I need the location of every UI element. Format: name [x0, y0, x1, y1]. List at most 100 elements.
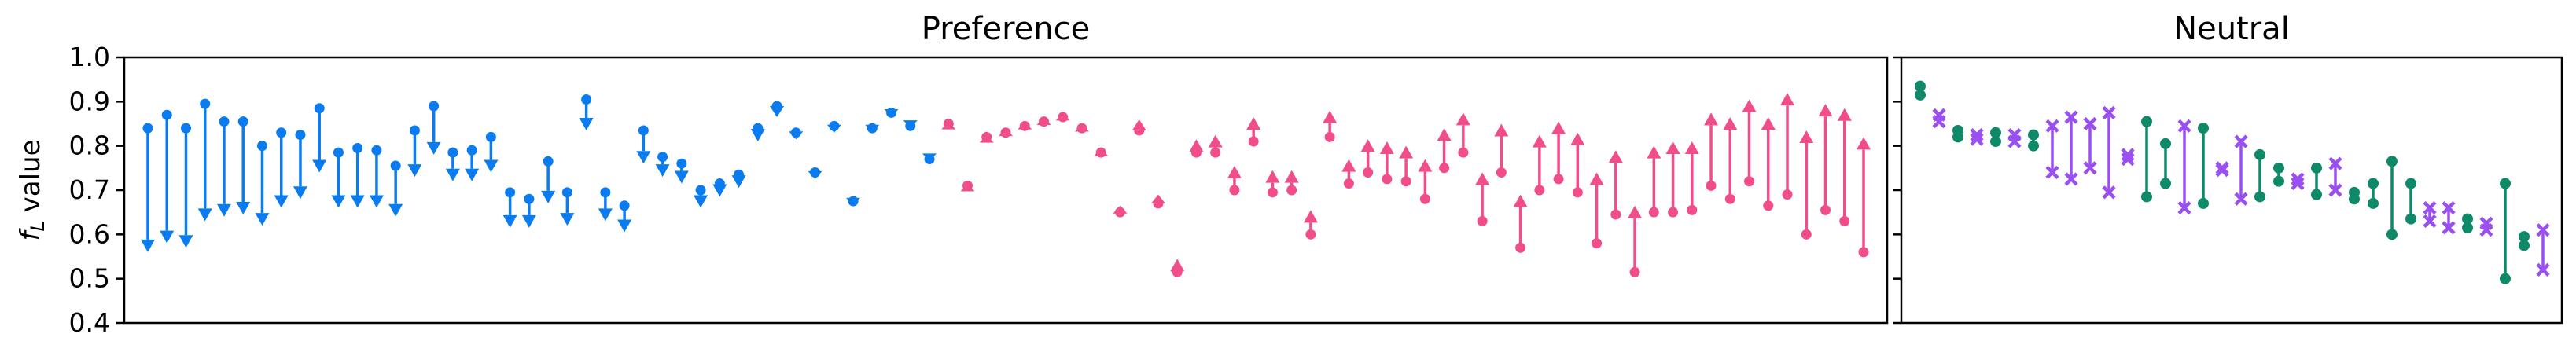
segment-arrowhead — [979, 134, 994, 143]
preference-segment — [160, 109, 175, 244]
segment-end-dot — [1915, 80, 1926, 92]
segment-end-dot — [2462, 222, 2473, 233]
segment-end-dot — [2198, 123, 2209, 134]
segment-end-x — [2423, 200, 2437, 215]
preference-segment — [1570, 132, 1585, 198]
neutral-segment — [2083, 116, 2097, 175]
segment-end-dot — [2405, 213, 2416, 225]
preference-segment — [1150, 194, 1165, 209]
segment-arrowhead — [808, 170, 822, 179]
preference-segment — [1513, 194, 1528, 253]
segment-end-dot — [2198, 197, 2209, 209]
preference-segment — [255, 141, 270, 226]
segment-end-dot — [2349, 193, 2360, 205]
preference-segment — [236, 116, 251, 214]
segment-arrowhead — [1379, 141, 1394, 155]
segment-arrowhead — [922, 153, 937, 162]
segment-end-dot — [2500, 178, 2511, 189]
segment-end-x — [2423, 214, 2437, 229]
segment-end-x — [2177, 119, 2191, 133]
preference-segment — [350, 142, 365, 208]
neutral-segment — [2160, 138, 2171, 189]
preference-segment — [1455, 112, 1470, 158]
neutral-segment — [2007, 127, 2022, 148]
segment-end-x — [2102, 185, 2116, 200]
segment-arrowhead — [1323, 110, 1338, 123]
segment-arrowhead — [521, 214, 536, 228]
preference-segment — [579, 94, 594, 130]
preference-segment — [1799, 130, 1814, 240]
segment-end-dot — [2519, 231, 2530, 243]
neutral-segment — [2500, 178, 2511, 284]
segment-end-x — [2064, 172, 2078, 186]
neutral-segment — [2102, 105, 2116, 200]
neutral-segment — [2519, 231, 2530, 251]
segment-arrowhead — [770, 105, 785, 118]
segment-arrowhead — [1665, 141, 1680, 155]
preference-segment — [1761, 117, 1776, 211]
segment-arrowhead — [1475, 172, 1490, 185]
segment-arrowhead — [445, 168, 460, 182]
preference-segment — [502, 187, 517, 228]
segment-end-dot — [2028, 129, 2039, 141]
segment-end-dot — [2160, 138, 2171, 149]
segment-arrowhead — [1437, 128, 1452, 141]
preference-segment — [1323, 110, 1338, 142]
segment-arrowhead — [141, 239, 155, 252]
preference-segment — [1628, 205, 1643, 277]
segment-end-dot — [2519, 240, 2530, 251]
segment-arrowhead — [1074, 123, 1089, 132]
segment-arrowhead — [1284, 170, 1299, 183]
segment-arrowhead — [1647, 145, 1662, 159]
preference-segment — [712, 178, 727, 197]
neutral-segment — [2349, 186, 2360, 205]
neutral-y-ticks — [1893, 56, 1901, 324]
segment-arrowhead — [1628, 205, 1643, 218]
y-axis-label-subscript: L — [27, 221, 49, 231]
preference-segment — [369, 145, 384, 208]
preference-segment — [770, 101, 785, 118]
preference-segment — [1742, 99, 1757, 187]
segment-end-x — [2291, 172, 2305, 186]
segment-arrowhead — [1494, 123, 1509, 137]
preference-segment — [1227, 166, 1242, 196]
y-axis-ticks: 0.4 0.5 0.6 0.7 0.8 0.9 1.0 — [69, 42, 124, 338]
neutral-segment — [1952, 124, 1963, 143]
segment-arrowhead — [465, 168, 480, 182]
neutral-plot-frame — [1900, 56, 2563, 324]
preference-segment — [445, 147, 460, 182]
segment-arrowhead — [216, 204, 231, 217]
preference-segment — [636, 125, 651, 164]
preference-segment — [1208, 134, 1223, 158]
preference-segment — [826, 120, 841, 133]
neutral-segment — [2442, 200, 2456, 235]
neutral-segment — [2198, 123, 2209, 209]
segment-end-dot — [2462, 213, 2473, 225]
segment-arrowhead — [826, 124, 841, 133]
preference-plot-frame — [123, 56, 1889, 324]
segment-end-x — [2291, 176, 2305, 191]
segment-arrowhead — [1551, 121, 1566, 134]
segment-arrowhead — [331, 195, 346, 208]
preference-marks — [141, 93, 1871, 277]
segment-arrowhead — [1189, 139, 1204, 152]
segment-end-x — [2007, 134, 2022, 148]
neutral-title: Neutral — [2173, 11, 2290, 47]
segment-arrowhead — [1227, 166, 1242, 179]
preference-segment — [426, 101, 441, 155]
segment-arrowhead — [1837, 108, 1852, 121]
segment-end-x — [2328, 183, 2342, 197]
y-tick-label: 0.6 — [69, 218, 110, 249]
preference-segment — [1837, 108, 1852, 226]
segment-arrowhead — [1303, 210, 1318, 223]
segment-end-x — [2045, 165, 2059, 180]
preference-segment — [541, 156, 556, 204]
preference-segment — [1284, 170, 1299, 196]
segment-arrowhead — [1723, 117, 1738, 130]
segment-arrowhead — [484, 160, 499, 173]
neutral-segment — [1915, 80, 1926, 101]
neutral-segment — [2368, 178, 2379, 209]
neutral-segment — [2311, 162, 2322, 200]
segment-arrowhead — [674, 170, 689, 184]
preference-segment — [1399, 145, 1414, 187]
